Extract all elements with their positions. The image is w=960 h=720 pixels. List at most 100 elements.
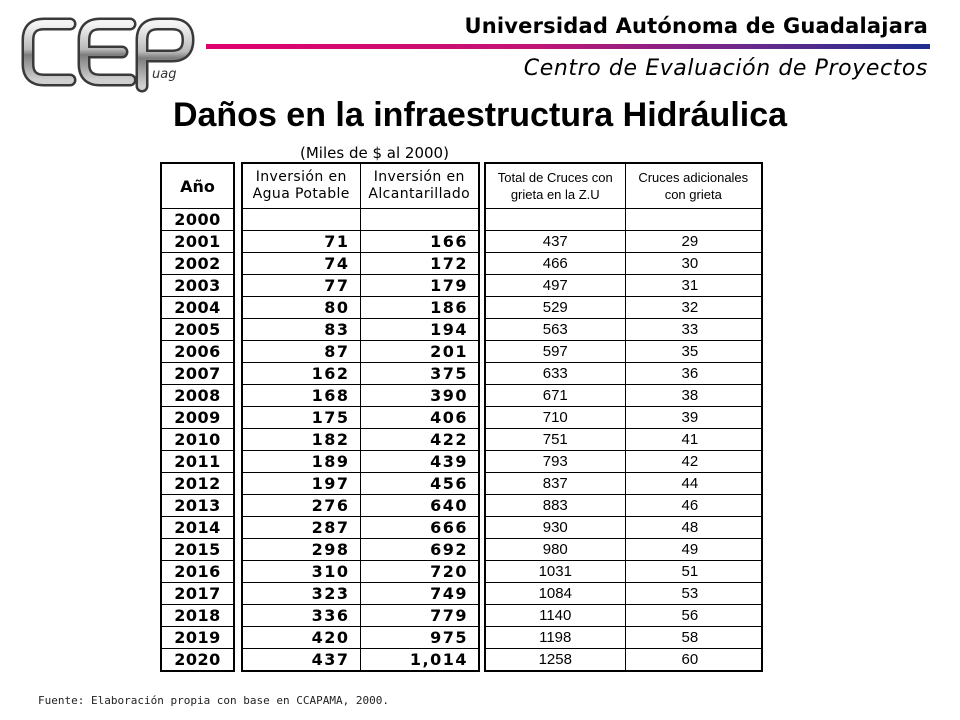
sewer-investment-cell: 166 — [359, 230, 480, 253]
sewer-investment-cell: 720 — [359, 560, 480, 583]
sewer-investment-cell: 640 — [359, 494, 480, 517]
additional-crossings-cell: 32 — [624, 296, 763, 319]
table-row: 83 194 — [241, 318, 480, 341]
water-investment-header: Inversión en Agua Potable — [241, 162, 361, 209]
additional-crossings-cell: 51 — [624, 560, 763, 583]
total-crossings-cell: 437 — [484, 230, 626, 253]
water-investment-cell: 310 — [241, 560, 361, 583]
sewer-investment-cell: 749 — [359, 582, 480, 605]
table-row: 597 35 — [484, 340, 763, 363]
total-crossings-cell: 1198 — [484, 626, 626, 649]
year-cell: 2019 — [160, 626, 235, 649]
table-row: 2017 — [160, 582, 235, 605]
table-row: 2000 — [160, 208, 235, 231]
water-investment-cell — [241, 208, 361, 231]
water-investment-cell: 77 — [241, 274, 361, 297]
sewer-investment-cell: 975 — [359, 626, 480, 649]
unit-note: (Miles de $ al 2000) — [300, 144, 449, 162]
total-crossings-cell: 837 — [484, 472, 626, 495]
table-row: 2018 — [160, 604, 235, 627]
additional-crossings-cell: 30 — [624, 252, 763, 275]
table-row: 930 48 — [484, 516, 763, 539]
total-crossings-cell: 563 — [484, 318, 626, 341]
table-row: 336 779 — [241, 604, 480, 627]
table-row: 2019 — [160, 626, 235, 649]
sewer-investment-cell: 179 — [359, 274, 480, 297]
table-row: 80 186 — [241, 296, 480, 319]
additional-crossings-cell: 49 — [624, 538, 763, 561]
sewer-investment-cell: 172 — [359, 252, 480, 275]
total-crossings-cell: 671 — [484, 384, 626, 407]
sewer-investment-cell: 406 — [359, 406, 480, 429]
sewer-investment-cell: 692 — [359, 538, 480, 561]
water-investment-cell: 71 — [241, 230, 361, 253]
total-crossings-cell: 883 — [484, 494, 626, 517]
table-row: 2013 — [160, 494, 235, 517]
water-investment-cell: 276 — [241, 494, 361, 517]
table-row: 793 42 — [484, 450, 763, 473]
year-cell: 2017 — [160, 582, 235, 605]
additional-crossings-cell: 46 — [624, 494, 763, 517]
table-row: 671 38 — [484, 384, 763, 407]
table-row: 2009 — [160, 406, 235, 429]
svg-text:uag: uag — [152, 67, 176, 82]
water-investment-cell: 175 — [241, 406, 361, 429]
total-crossings-cell: 466 — [484, 252, 626, 275]
table-row: 189 439 — [241, 450, 480, 473]
table-row: 74 172 — [241, 252, 480, 275]
table-row: 87 201 — [241, 340, 480, 363]
total-crossings-cell: 1084 — [484, 582, 626, 605]
year-cell: 2016 — [160, 560, 235, 583]
water-investment-cell: 189 — [241, 450, 361, 473]
year-cell: 2014 — [160, 516, 235, 539]
university-name: Universidad Autónoma de Guadalajara — [464, 14, 928, 38]
table-row: 197 456 — [241, 472, 480, 495]
additional-crossings-cell: 35 — [624, 340, 763, 363]
water-investment-cell: 197 — [241, 472, 361, 495]
additional-crossings-header: Cruces adicionales con grieta — [624, 162, 763, 209]
total-crossings-cell: 980 — [484, 538, 626, 561]
water-investment-cell: 437 — [241, 648, 361, 672]
table-row: 420 975 — [241, 626, 480, 649]
table-row: 751 41 — [484, 428, 763, 451]
year-cell: 2020 — [160, 648, 235, 672]
table-row: 563 33 — [484, 318, 763, 341]
table-row: 175 406 — [241, 406, 480, 429]
table-row: 437 29 — [484, 230, 763, 253]
sewer-investment-cell: 439 — [359, 450, 480, 473]
additional-crossings-cell: 38 — [624, 384, 763, 407]
sewer-investment-cell: 1,014 — [359, 648, 480, 672]
total-crossings-cell: 930 — [484, 516, 626, 539]
total-crossings-header: Total de Cruces con grieta en la Z.U — [484, 162, 626, 209]
additional-crossings-cell — [624, 208, 763, 231]
year-cell: 2003 — [160, 274, 235, 297]
water-investment-cell: 168 — [241, 384, 361, 407]
crossings-table: Total de Cruces con grieta en la Z.U Cruc… — [484, 162, 763, 672]
water-investment-cell: 287 — [241, 516, 361, 539]
table-row: 2003 — [160, 274, 235, 297]
sewer-investment-cell: 375 — [359, 362, 480, 385]
table-row: 2020 — [160, 648, 235, 672]
table-row: 2012 — [160, 472, 235, 495]
table-row: 2011 — [160, 450, 235, 473]
year-header: Año — [160, 162, 235, 209]
additional-crossings-cell: 33 — [624, 318, 763, 341]
year-cell: 2010 — [160, 428, 235, 451]
table-row: 2005 — [160, 318, 235, 341]
total-crossings-cell: 1140 — [484, 604, 626, 627]
table-row: 2004 — [160, 296, 235, 319]
total-crossings-cell: 793 — [484, 450, 626, 473]
sewer-investment-cell: 201 — [359, 340, 480, 363]
table-row: 276 640 — [241, 494, 480, 517]
year-cell: 2002 — [160, 252, 235, 275]
table-row: 437 1,014 — [241, 648, 480, 672]
table-row: 2001 — [160, 230, 235, 253]
additional-crossings-cell: 39 — [624, 406, 763, 429]
additional-crossings-cell: 42 — [624, 450, 763, 473]
table-row: 2010 — [160, 428, 235, 451]
total-crossings-cell: 710 — [484, 406, 626, 429]
water-investment-cell: 182 — [241, 428, 361, 451]
sewer-investment-cell: 390 — [359, 384, 480, 407]
water-investment-cell: 420 — [241, 626, 361, 649]
table-row: 497 31 — [484, 274, 763, 297]
